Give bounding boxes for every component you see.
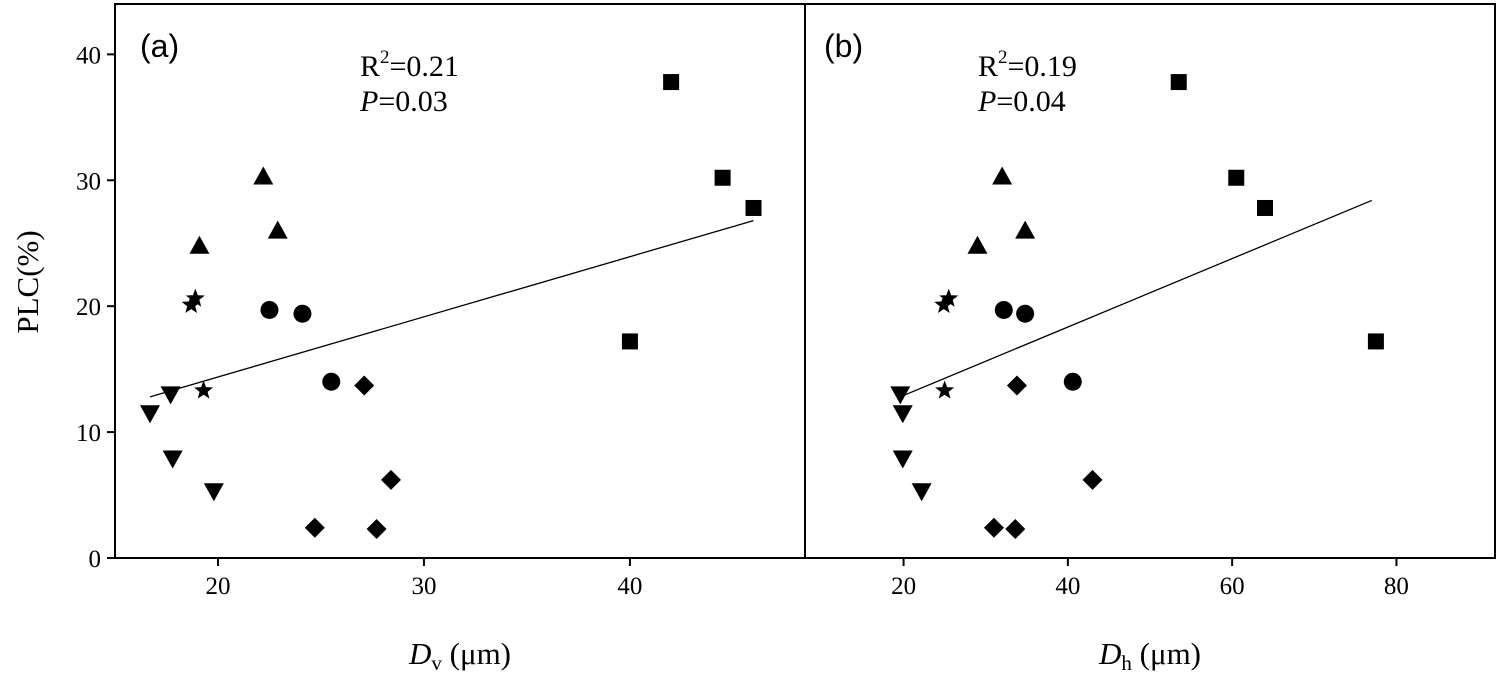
point-b-circle-2	[1063, 372, 1082, 391]
panel-b-label: (b)	[824, 28, 863, 64]
point-a-triangle-down-0	[160, 386, 181, 405]
y-tick-label-20: 20	[76, 294, 101, 321]
panel-a-p: P=0.03	[359, 85, 448, 118]
point-b-triangle-down-2	[892, 450, 913, 469]
panel-a: 20 30 40 0 10 20 30 40	[76, 42, 762, 600]
point-b-triangle-down-0	[890, 386, 911, 405]
panel-b-r2-letter: R	[978, 50, 998, 83]
panel-a-p-symbol: P	[359, 85, 378, 118]
x-axis-label-a-sub: v	[431, 651, 442, 675]
point-b-diamond-2	[983, 517, 1004, 538]
x-tick-label-b-20: 20	[891, 573, 916, 600]
trendline-b	[900, 199, 1373, 398]
point-a-triangle-up-1	[267, 220, 288, 239]
point-a-star-1	[185, 288, 205, 307]
point-a-diamond-2	[304, 517, 325, 538]
panel-a-r2-value: =0.21	[390, 50, 459, 83]
y-tick-label-10: 10	[76, 420, 101, 447]
panel-b-r2-value: =0.19	[1008, 50, 1077, 83]
point-a-circle-1	[293, 304, 312, 323]
x-axis-label-a-unit: (μm)	[442, 636, 511, 671]
point-b-circle-1	[1016, 304, 1035, 323]
point-b-diamond-1	[1082, 469, 1103, 490]
x-tick-label-a-30: 30	[411, 573, 436, 600]
x-axis-label-b: Dh (μm)	[1098, 636, 1201, 675]
panel-a-r2: R2=0.21	[360, 47, 459, 83]
x-axis-label-a: Dv (μm)	[408, 636, 511, 675]
panel-a-label: (a)	[140, 28, 179, 64]
point-b-diamond-3	[1005, 519, 1026, 540]
y-tick-label-40: 40	[76, 42, 101, 69]
x-tick-label-a-20: 20	[205, 573, 230, 600]
panel-a-r2-letter: R	[360, 50, 380, 83]
panel-b-r2: R2=0.19	[978, 47, 1077, 83]
panel-b-p-symbol: P	[977, 85, 996, 118]
point-b-square-0	[1170, 74, 1187, 91]
trendline-a	[149, 219, 754, 398]
point-b-star-2	[935, 380, 955, 399]
panel-b: 20 40 60 80	[890, 74, 1409, 600]
x-tick-label-a-40: 40	[617, 573, 642, 600]
point-a-square-2	[745, 199, 762, 216]
point-a-square-0	[663, 74, 680, 91]
x-tick-label-b-60: 60	[1220, 573, 1245, 600]
panel-b-frame	[804, 3, 1496, 559]
point-a-diamond-3	[366, 519, 387, 540]
point-b-triangle-down-1	[892, 405, 913, 424]
point-b-star-1	[939, 288, 959, 307]
panel-a-p-value: =0.03	[378, 85, 447, 118]
point-b-square-3	[1367, 333, 1384, 350]
panel-a-frame	[114, 3, 806, 559]
panel-b-r2-sup: 2	[998, 47, 1008, 68]
x-tick-label-b-80: 80	[1384, 573, 1409, 600]
point-b-triangle-up-2	[967, 235, 988, 254]
x-tick-label-b-40: 40	[1055, 573, 1080, 600]
point-a-circle-0	[260, 300, 279, 319]
point-b-triangle-up-0	[992, 166, 1013, 185]
panel-b-p: P=0.04	[977, 85, 1066, 118]
point-a-triangle-up-2	[189, 235, 210, 254]
point-b-square-2	[1257, 199, 1273, 216]
y-axis-label: PLC(%)	[10, 230, 45, 333]
point-b-triangle-down-3	[911, 483, 932, 502]
point-a-star-2	[194, 380, 214, 399]
point-a-square-3	[621, 333, 638, 350]
point-b-square-1	[1228, 169, 1245, 186]
point-b-circle-0	[994, 300, 1013, 319]
point-a-triangle-down-2	[162, 450, 183, 469]
y-tick-label-30: 30	[76, 168, 101, 195]
point-b-triangle-up-1	[1015, 220, 1036, 239]
panel-a-r2-sup: 2	[380, 47, 390, 68]
point-a-triangle-down-3	[203, 483, 224, 502]
y-tick-label-0: 0	[89, 546, 102, 573]
point-a-circle-2	[322, 372, 341, 391]
point-a-square-1	[714, 169, 731, 186]
x-axis-label-b-main: D	[1098, 636, 1121, 671]
point-a-triangle-up-0	[253, 166, 274, 185]
x-axis-label-a-main: D	[408, 636, 431, 671]
point-a-diamond-0	[354, 375, 375, 396]
x-axis-label-b-sub: h	[1121, 651, 1132, 675]
point-a-diamond-1	[381, 469, 401, 490]
panel-b-p-value: =0.04	[996, 85, 1065, 118]
point-a-triangle-down-1	[140, 405, 161, 424]
x-axis-label-b-unit: (μm)	[1132, 636, 1201, 671]
point-b-diamond-0	[1006, 375, 1027, 396]
